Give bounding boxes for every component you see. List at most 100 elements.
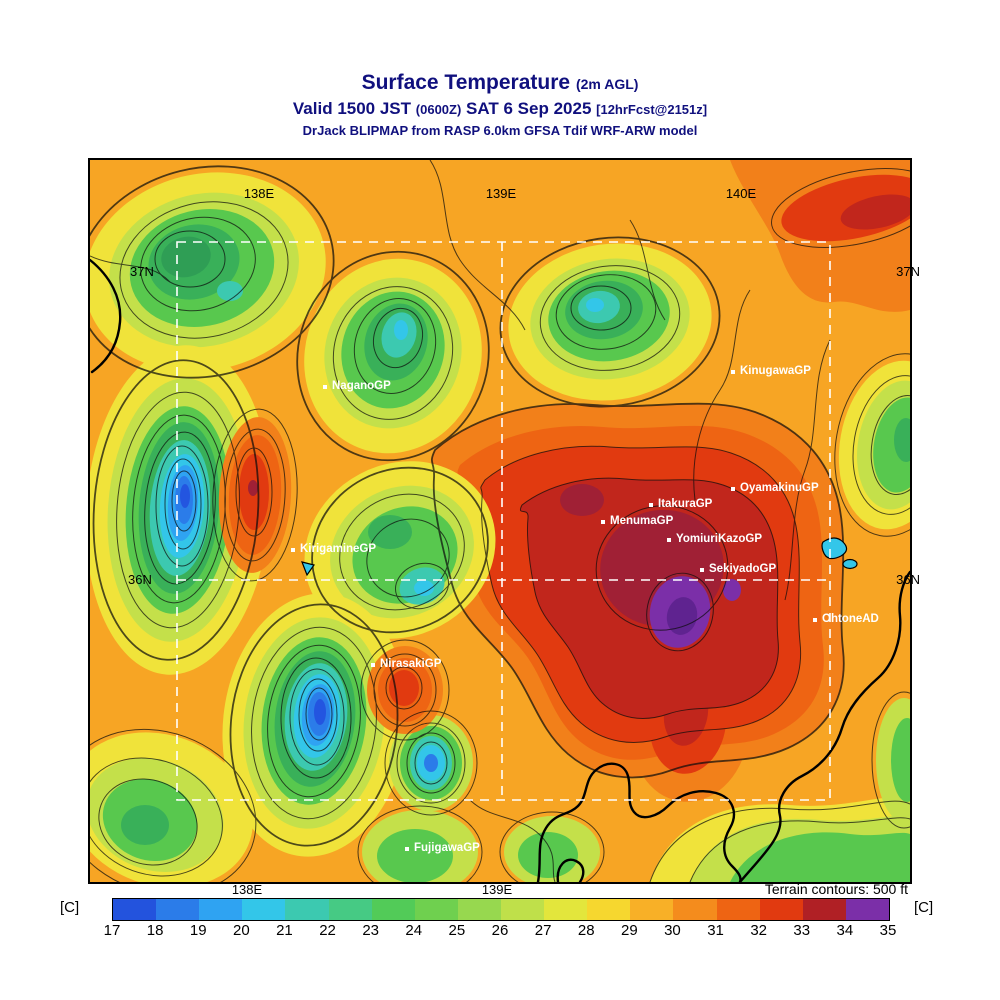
valid-zulu: (0600Z) — [415, 102, 462, 117]
station-dot-icon — [649, 502, 653, 507]
colorbar-tick-label: 26 — [491, 922, 509, 939]
colorbar-tick-label: 28 — [577, 922, 595, 939]
colorbar-tick-label: 19 — [189, 922, 207, 939]
colorbar-unit-right: [C] — [914, 899, 934, 916]
colorbar-tick-label: 27 — [534, 922, 552, 939]
colorbar-tick-label: 31 — [707, 922, 724, 939]
header: Surface Temperature (2m AGL) Valid 1500 … — [0, 70, 1000, 140]
contour-lines — [90, 160, 910, 882]
station-marker-nirasaki: NirasakiGP — [371, 657, 441, 672]
colorbar-segment — [544, 899, 588, 920]
colorbar-unit-left: [C] — [60, 899, 80, 916]
station-marker-kirigamine: KirigamineGP — [291, 542, 376, 557]
colorbar-tick-label: 21 — [276, 922, 293, 939]
colorbar-segment — [285, 899, 329, 920]
model-line: DrJack BLIPMAP from RASP 6.0km GFSA Tdif… — [302, 123, 698, 138]
colorbar-tick-label: 22 — [319, 922, 336, 939]
station-dot-icon — [813, 617, 817, 622]
colorbar-ticks: 17 18 19 20 21 22 23 24 25 26 27 28 29 30 31 32 33 34 35 — [104, 922, 897, 940]
colorbar-segment — [199, 899, 243, 920]
colorbar-tick-label: 29 — [620, 922, 638, 939]
station-label: OhtoneAD — [822, 613, 879, 625]
station-marker-nagano: NaganoGP — [323, 379, 391, 394]
station-label: ItakuraGP — [658, 498, 713, 510]
colorbar-tick-label: 35 — [879, 922, 897, 939]
lon-label-top-140e: 140E — [725, 186, 757, 201]
station-label: OyamakinuGP — [740, 482, 819, 494]
station-label: YomiuriKazoGP — [676, 533, 763, 545]
lon-label-top-139e: 139E — [485, 186, 517, 201]
colorbar-segment — [716, 899, 760, 920]
station-marker-menuma: MenumaGP — [601, 514, 673, 529]
grid-lines — [176, 241, 831, 801]
colorbar-segment — [371, 899, 415, 920]
colorbar-tick-label: 34 — [836, 922, 854, 939]
colorbar-segment — [328, 899, 372, 920]
station-marker-itakura: ItakuraGP — [649, 497, 712, 512]
station-label: SekiyadoGP — [709, 563, 777, 575]
colorbar-tick-label: 17 — [103, 922, 121, 939]
station-dot-icon — [405, 846, 409, 851]
page-title: Surface Temperature — [361, 71, 571, 94]
colorbar-segment — [845, 899, 889, 920]
station-dot-icon — [667, 537, 671, 542]
station-label: MenumaGP — [610, 515, 674, 527]
station-marker-oyamakinu: OyamakinuGP — [731, 481, 819, 496]
colorbar-tick-label: 24 — [405, 922, 423, 939]
colorbar-segment — [673, 899, 717, 920]
colorbar-segment — [156, 899, 200, 920]
colorbar-segment — [802, 899, 846, 920]
lakes — [301, 537, 858, 577]
colorbar-tick-label: 33 — [793, 922, 811, 939]
temperature-map: 138E 139E 140E 37N 36N 37N 36N NaganoGP … — [88, 158, 920, 884]
station-dot-icon — [601, 519, 605, 524]
colorbar-segment — [457, 899, 501, 920]
temperature-field-svg — [90, 160, 910, 882]
terrain-contours-note: Terrain contours: 500 ft — [764, 881, 908, 897]
colorbar-segment — [414, 899, 458, 920]
station-dot-icon — [291, 547, 295, 552]
colorbar-segments — [112, 898, 890, 921]
station-label: NirasakiGP — [380, 658, 442, 670]
colorbar-segment — [500, 899, 545, 920]
colorbar-segment — [587, 899, 631, 920]
valid-time-line: Valid 1500 JST (0600Z) SAT 6 Sep 2025 [1… — [0, 97, 1000, 121]
station-dot-icon — [371, 662, 375, 667]
lat-label-left-37n: 37N — [130, 264, 154, 279]
station-marker-ohtone: OhtoneAD — [813, 612, 879, 627]
lat-label-right-36n: 36N — [896, 572, 920, 587]
station-dot-icon — [731, 369, 735, 374]
page-title-line: Surface Temperature (2m AGL) — [0, 70, 1000, 97]
lat-label-left-36n: 36N — [128, 572, 152, 587]
colorbar-segment — [113, 899, 157, 920]
lat-label-right-37n: 37N — [896, 264, 920, 279]
colorbar-segment — [242, 899, 286, 920]
colorbar-tick-label: 20 — [232, 922, 250, 939]
station-label: KinugawaGP — [740, 365, 811, 377]
colorbar-tick-label: 18 — [146, 922, 164, 939]
page-title-note: (2m AGL) — [575, 76, 639, 92]
lon-label-bottom-139e: 139E — [481, 882, 513, 897]
station-marker-fujigawa: FujigawaGP — [405, 841, 480, 856]
colorbar-tick-label: 30 — [664, 922, 681, 939]
station-dot-icon — [731, 486, 735, 491]
lon-label-bottom-138e: 138E — [231, 882, 263, 897]
valid-date: SAT 6 Sep 2025 — [466, 99, 592, 118]
coastline — [90, 258, 910, 882]
colorbar-tick-label: 23 — [362, 922, 379, 939]
colorbar-tick-label: 32 — [750, 922, 767, 939]
colorbar-tick-label: 25 — [448, 922, 466, 939]
hot-region — [431, 403, 844, 802]
station-marker-yomiurikazo: YomiuriKazoGP — [667, 532, 762, 547]
colorbar-segment — [759, 899, 803, 920]
lon-label-top-138e: 138E — [243, 186, 275, 201]
station-dot-icon — [700, 567, 704, 572]
station-label: FujigawaGP — [414, 842, 480, 854]
station-label: KirigamineGP — [300, 543, 377, 555]
station-label: NaganoGP — [332, 380, 391, 392]
station-marker-sekiyado: SekiyadoGP — [700, 562, 776, 577]
valid-prefix: Valid 1500 JST — [292, 99, 412, 118]
station-dot-icon — [323, 384, 327, 389]
valid-fcst: [12hrFcst@2151z] — [596, 102, 708, 117]
